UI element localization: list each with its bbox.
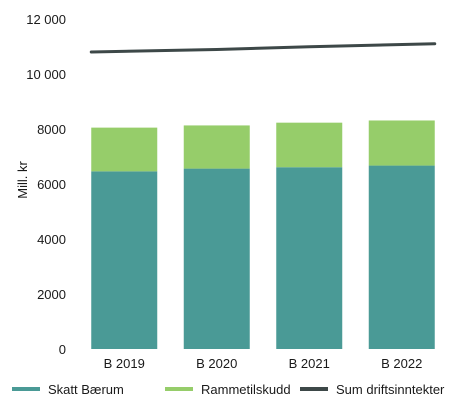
y-tick-label: 0 <box>59 342 66 357</box>
y-tick-label: 6000 <box>37 177 66 192</box>
x-tick-label: B 2022 <box>381 356 422 371</box>
x-tick-label: B 2019 <box>104 356 145 371</box>
bar-rammetilskudd <box>276 122 343 168</box>
bar-rammetilskudd <box>183 125 250 169</box>
legend-label: Skatt Bærum <box>48 382 124 397</box>
x-axis: B 2019 B 2020 B 2021 B 2022 <box>104 356 423 371</box>
y-tick-label: 8000 <box>37 122 66 137</box>
bar-skatt-b-rum <box>183 168 250 349</box>
y-tick-label: 10 000 <box>26 67 66 82</box>
line-sum-driftsinntekter <box>89 42 437 54</box>
bar-skatt-b-rum <box>368 165 435 349</box>
legend-label: Sum driftsinntekter <box>336 382 445 397</box>
y-axis: 0 2000 4000 6000 8000 10 000 12 000 <box>26 12 66 357</box>
x-tick-label: B 2020 <box>196 356 237 371</box>
bar-skatt-b-rum <box>91 171 158 349</box>
bar-rammetilskudd <box>91 127 158 172</box>
bar-rammetilskudd <box>368 120 435 166</box>
x-tick-label: B 2021 <box>289 356 330 371</box>
line-series <box>89 42 437 54</box>
y-tick-label: 4000 <box>37 232 66 247</box>
bar-skatt-b-rum <box>276 167 343 349</box>
legend-label: Rammetilskudd <box>201 382 291 397</box>
y-axis-title: Mill. kr <box>15 161 30 199</box>
bars <box>91 120 435 349</box>
y-tick-label: 2000 <box>37 287 66 302</box>
legend: Skatt Bærum Rammetilskudd Sum driftsinntek… <box>12 382 445 397</box>
y-tick-label: 12 000 <box>26 12 66 27</box>
